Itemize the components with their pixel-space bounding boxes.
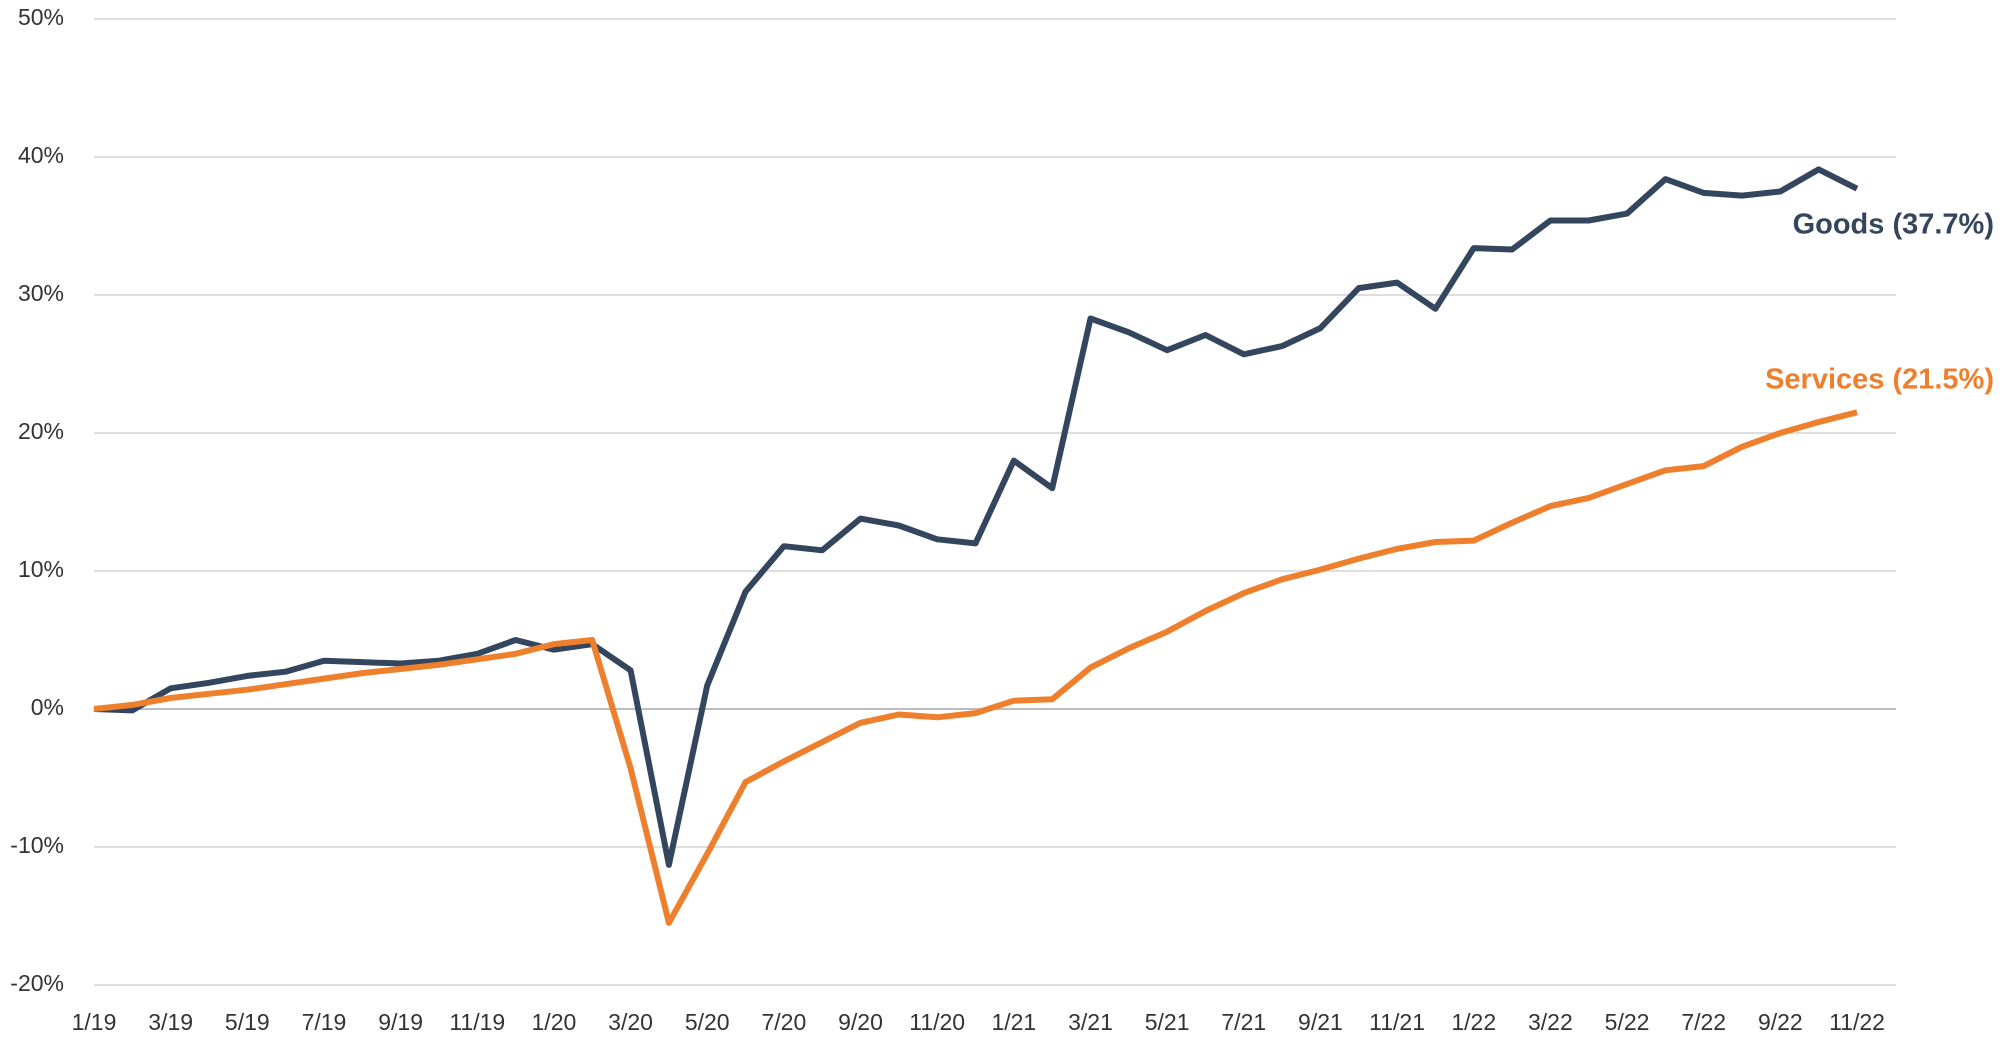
x-tick-label: 7/22 [1681, 1009, 1726, 1035]
x-tick-label: 5/20 [685, 1009, 730, 1035]
x-tick-label: 7/20 [761, 1009, 806, 1035]
line-series [93, 409, 1858, 926]
series-label: Services (21.5%) [1765, 364, 1994, 396]
x-tick-label: 9/20 [838, 1009, 883, 1035]
y-tick-label: 50% [18, 4, 64, 30]
x-tick-label: 7/21 [1221, 1009, 1266, 1035]
y-tick-label: 40% [18, 142, 64, 168]
y-tick-label: 10% [18, 556, 64, 582]
x-tick-label: 1/21 [991, 1009, 1036, 1035]
x-tick-label: 11/22 [1829, 1009, 1885, 1035]
x-tick-label: 3/21 [1068, 1009, 1113, 1035]
x-tick-label: 9/21 [1298, 1009, 1343, 1035]
x-tick-label: 5/19 [225, 1009, 270, 1035]
y-tick-label: 30% [18, 280, 64, 306]
x-tick-label: 9/22 [1758, 1009, 1803, 1035]
x-tick-label: 11/20 [909, 1009, 965, 1035]
x-tick-label: 11/21 [1369, 1009, 1425, 1035]
series-label: Goods (37.7%) [1793, 209, 1994, 241]
x-tick-label: 1/20 [532, 1009, 577, 1035]
x-tick-label: 3/19 [148, 1009, 193, 1035]
x-tick-label: 7/19 [302, 1009, 347, 1035]
x-tick-label: 1/19 [72, 1009, 117, 1035]
x-tick-label: 11/19 [449, 1009, 505, 1035]
y-tick-label: 0% [31, 694, 64, 720]
x-tick-label: 1/22 [1451, 1009, 1496, 1035]
y-tick-label: -10% [10, 832, 64, 858]
x-tick-label: 9/19 [378, 1009, 423, 1035]
x-tick-label: 5/21 [1145, 1009, 1190, 1035]
y-tick-label: 20% [18, 418, 64, 444]
x-tick-label: 3/20 [608, 1009, 653, 1035]
x-tick-label: 5/22 [1605, 1009, 1650, 1035]
y-tick-label: -20% [10, 970, 64, 996]
x-tick-label: 3/22 [1528, 1009, 1573, 1035]
line-series [93, 166, 1859, 868]
